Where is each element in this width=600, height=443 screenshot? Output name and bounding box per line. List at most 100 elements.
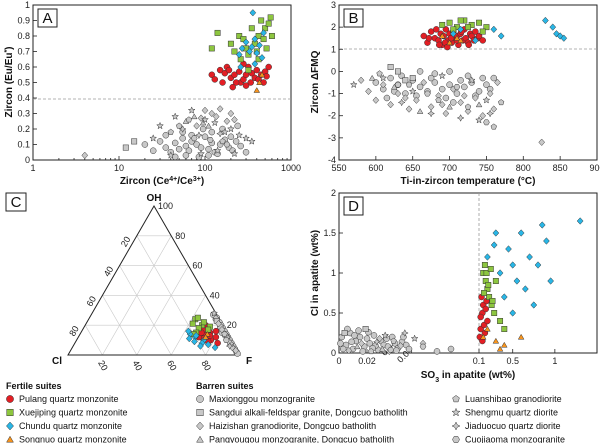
point-d-xuejiping-quartz-monzonite [485, 282, 492, 288]
panel-a-y-tick-label: 0.8 [17, 31, 30, 41]
point-d-songnuo-quartz-monzonite [492, 337, 500, 344]
point-a-pulang-quartz-monzonite [232, 79, 240, 86]
point-d-chundu-quartz-monzonite [490, 241, 498, 249]
point-a-maxionggou-monzogranite [171, 139, 179, 147]
legend-marker-pangyougou-monzogranite-dongcuo-batholith [196, 435, 204, 443]
point-a-xuejiping-quartz-monzonite [267, 14, 274, 21]
point-b-maxionggou-monzogranite [442, 94, 450, 102]
point-a-haizishan-granodiorite-dongcuo-batholith [212, 112, 220, 121]
ternary-right-tick-label: 40 [210, 290, 220, 300]
point-a-maxionggou-monzogranite [141, 141, 149, 148]
panel-b-frame [338, 4, 598, 161]
point-b-jiaduocuo-quartz-diorite [486, 109, 495, 118]
point-a-jiaduocuo-quartz-diorite [216, 129, 225, 138]
point-a-chundu-quartz-monzonite [235, 50, 243, 59]
panel-a-x-tick-label: 1000 [281, 163, 301, 173]
panel-a-points [81, 9, 275, 161]
point-d-chundu-quartz-monzonite [484, 253, 491, 261]
point-b-songnuo-quartz-monzonite [438, 32, 446, 39]
point-a-haizishan-granodiorite-dongcuo-batholith [193, 122, 201, 130]
point-b-haizishan-granodiorite-dongcuo-batholith [357, 76, 365, 84]
point-b-chundu-quartz-monzonite [549, 23, 557, 31]
legend-marker-xuejiping-quartz-monzonite [6, 409, 14, 416]
point-b-haizishan-granodiorite-dongcuo-batholith [402, 94, 409, 102]
point-b-luanshibao-granodiorite [490, 123, 497, 130]
point-a-maxionggou-monzogranite [193, 141, 200, 148]
point-b-shengmu-quartz-diorite [349, 80, 358, 89]
point-d-cuojiaoma-monzogranite [387, 346, 395, 353]
point-b-pulang-quartz-monzonite [465, 41, 472, 49]
panel-d-x-axis-title: SO3 in apatite (wt%) [421, 370, 515, 384]
point-d-chundu-quartz-monzonite [576, 217, 584, 225]
point-b-pangyougou-monzogranite-dongcuo-batholith [390, 83, 398, 90]
point-d-haizishan-granodiorite-dongcuo-batholith [358, 339, 365, 348]
point-a-chundu-quartz-monzonite [251, 60, 259, 68]
point-b-chundu-quartz-monzonite [560, 34, 568, 42]
panel-a-y-tick-label: 0.3 [17, 109, 30, 119]
ternary-bottom-tick-label: 80 [199, 359, 213, 373]
point-b-maxionggou-monzogranite [372, 79, 380, 86]
point-b-luanshibao-granodiorite [435, 96, 442, 103]
point-d-maxionggou-monzogranite [433, 348, 441, 355]
point-b-xuejiping-quartz-monzonite [439, 21, 446, 28]
panel-b-ticks: 550 600 650 700 750 800 850 900 -4 -3 -2 -1 0 1 2 3 [328, 0, 600, 173]
point-b-pangyougou-monzogranite-dongcuo-batholith [416, 108, 424, 114]
point-d-xuejiping-quartz-monzonite [491, 310, 498, 316]
ternary-grid-line [136, 265, 189, 356]
point-a-shengmu-quartz-diorite [171, 112, 180, 120]
point-a-xuejiping-quartz-monzonite [260, 36, 267, 43]
point-b-shengmu-quartz-diorite [408, 87, 417, 95]
ternary-triangle [67, 204, 241, 356]
point-a-jiaduocuo-quartz-diorite [178, 125, 187, 133]
ternary-grid-line [84, 325, 103, 356]
panel-b-x-tick-label: 750 [479, 163, 494, 173]
panel-d-letter: D [348, 198, 359, 215]
point-d-maxionggou-monzogranite [366, 340, 374, 347]
point-c-chundu-quartz-monzonite [211, 343, 219, 352]
point-d-xuejiping-quartz-monzonite [487, 266, 494, 272]
point-a-songnuo-quartz-monzonite [256, 79, 263, 85]
point-b-shengmu-quartz-diorite [467, 76, 476, 84]
ternary-right-tick-label: 20 [227, 320, 237, 330]
point-c-xuejiping-quartz-monzonite [205, 326, 212, 333]
point-a-maxionggou-monzogranite [205, 145, 212, 153]
panel-c-letter-box [5, 192, 27, 212]
panel-b-y-tick-label: -2 [328, 111, 336, 121]
point-c-chundu-quartz-monzonite [204, 340, 212, 349]
panel-d-x-tick-label: 0 [336, 356, 341, 366]
point-b-haizishan-granodiorite-dongcuo-batholith [490, 105, 498, 113]
panel-b-y-tick-label: -4 [328, 155, 336, 165]
point-a-luanshibao-granodiorite [175, 122, 183, 129]
point-a-maxionggou-monzogranite [199, 125, 207, 133]
point-b-sangdui-alkali-feldspar-granite-dongcuo-batholith [387, 64, 394, 70]
ternary-left-tick-label: 40 [102, 265, 116, 279]
point-b-sangdui-alkali-feldspar-granite-dongcuo-batholith [402, 77, 409, 84]
point-a-pangyougou-monzogranite-dongcuo-batholith [205, 122, 212, 129]
point-a-maxionggou-monzogranite [201, 133, 209, 140]
point-b-haizishan-granodiorite-dongcuo-batholith [464, 107, 472, 115]
ternary-grid-line [102, 295, 138, 356]
panel-a-y-tick-label: 0.7 [17, 47, 30, 57]
point-a-shengmu-quartz-diorite [149, 134, 158, 142]
point-b-luanshibao-granodiorite [376, 70, 383, 77]
panel-d-y-tick-label: 1 [331, 268, 336, 278]
panel-b: B 550 600 650 700 750 800 850 900 -4 -3 -2 -1 0 1 2 3 Z… [310, 0, 600, 187]
point-b-xuejiping-quartz-monzonite [476, 19, 483, 26]
point-a-chundu-quartz-monzonite [248, 43, 256, 51]
point-b-xuejiping-quartz-monzonite [465, 24, 471, 31]
point-c-haizishan-granodiorite-dongcuo-batholith [215, 320, 222, 328]
point-a-maxionggou-monzogranite [182, 152, 190, 159]
legend-barren-title: Barren suites [196, 381, 254, 391]
panel-d-frame [338, 192, 598, 354]
point-a-maxionggou-monzogranite [179, 135, 186, 142]
point-a-maxionggou-monzogranite [242, 149, 250, 156]
point-a-luanshibao-granodiorite [167, 128, 174, 135]
point-a-luanshibao-granodiorite [219, 138, 226, 145]
panel-d-points [337, 217, 584, 356]
legend-marker-chundu-quartz-monzonite [6, 421, 14, 431]
panel-a-y-tick-label: 0.1 [17, 140, 30, 150]
point-d-chundu-quartz-monzonite [492, 229, 500, 237]
point-d-haizishan-granodiorite-dongcuo-batholith [397, 342, 404, 350]
point-b-jiaduocuo-quartz-diorite [397, 98, 406, 107]
